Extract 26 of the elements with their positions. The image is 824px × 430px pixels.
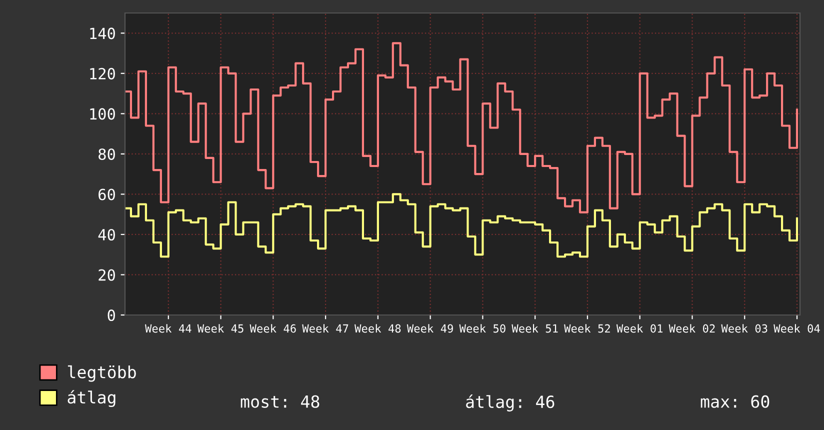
y-tick-label: 100: [90, 108, 115, 120]
y-tick-label: 120: [90, 68, 115, 80]
x-tick-label: Week 48: [354, 324, 401, 333]
x-tick-label: Week 03: [721, 324, 768, 333]
x-tick-label: Week 44: [144, 324, 192, 333]
x-tick-label: Week 51: [512, 324, 558, 333]
y-tick-label: 140: [90, 28, 115, 40]
legend-label: legtöbb: [68, 365, 136, 382]
x-tick-label: Week 01: [616, 324, 663, 333]
y-tick-label: 80: [98, 148, 115, 160]
x-tick-label: Week 52: [564, 324, 610, 333]
y-tick-label: 20: [98, 269, 115, 281]
text: max: 60: [700, 395, 770, 408]
y-tick-label: 60: [98, 188, 115, 200]
y-tick-label: 0: [108, 310, 115, 322]
text: most: 48: [240, 395, 320, 408]
x-tick-label: Week 46: [250, 324, 296, 333]
y-tick-label: 40: [98, 228, 115, 241]
x-tick-label: Week 02: [668, 324, 715, 333]
x-tick-label: Week 49: [406, 324, 453, 333]
x-tick-label: Week 47: [302, 324, 348, 333]
legend-label: átlag: [68, 390, 116, 407]
text: átlag: 46: [466, 394, 554, 412]
x-tick-label: Week 04: [774, 324, 820, 333]
x-tick-label: Week 45: [197, 324, 244, 333]
x-tick-label: Week 50: [459, 324, 506, 333]
